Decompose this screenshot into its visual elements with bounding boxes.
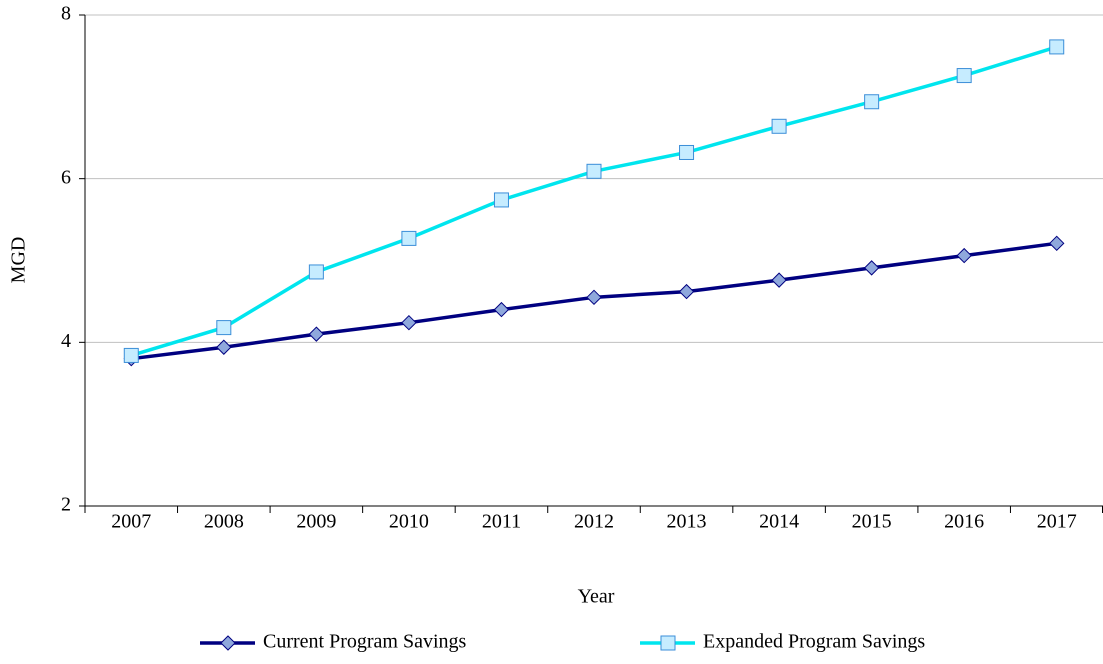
x-tick-label: 2013 bbox=[667, 511, 707, 533]
data-point bbox=[216, 339, 232, 355]
data-point bbox=[678, 283, 695, 300]
data-point bbox=[1049, 39, 1065, 55]
y-tick-label: 8 bbox=[61, 3, 71, 25]
data-point bbox=[586, 289, 602, 306]
y-tick-label: 4 bbox=[61, 330, 71, 352]
data-point bbox=[308, 264, 324, 280]
data-point bbox=[863, 260, 880, 276]
data-point bbox=[493, 301, 510, 318]
x-tick-label: 2008 bbox=[204, 511, 244, 533]
x-tick-label: 2012 bbox=[574, 511, 614, 533]
x-axis-label: Year bbox=[578, 586, 615, 608]
data-point bbox=[493, 192, 509, 208]
x-tick-label: 2009 bbox=[296, 511, 336, 533]
data-point bbox=[1049, 235, 1065, 252]
x-tick-label: 2011 bbox=[482, 511, 521, 533]
x-tick-label: 2010 bbox=[389, 511, 429, 533]
legend-label: Expanded Program Savings bbox=[703, 631, 925, 653]
data-point bbox=[401, 230, 417, 246]
data-point bbox=[586, 163, 602, 179]
data-point bbox=[679, 144, 695, 160]
x-tick-label: 2007 bbox=[111, 511, 151, 533]
series-line bbox=[130, 45, 1058, 358]
data-point bbox=[401, 314, 417, 331]
x-tick-label: 2016 bbox=[944, 511, 984, 533]
y-tick-label: 6 bbox=[61, 166, 71, 188]
legend-label: Current Program Savings bbox=[263, 631, 467, 653]
y-tick-label: 2 bbox=[61, 494, 71, 516]
data-point bbox=[956, 68, 972, 84]
x-tick-label: 2017 bbox=[1037, 511, 1077, 533]
legend-marker bbox=[660, 635, 676, 651]
y-axis-label: MGD bbox=[8, 237, 30, 284]
legend-marker bbox=[220, 635, 236, 651]
data-point bbox=[771, 118, 787, 134]
data-point bbox=[956, 247, 972, 264]
data-point bbox=[864, 94, 880, 110]
x-tick-label: 2014 bbox=[759, 511, 799, 533]
data-point bbox=[771, 272, 787, 288]
data-point bbox=[216, 320, 232, 336]
data-point bbox=[308, 326, 325, 342]
data-point bbox=[123, 347, 139, 363]
x-tick-label: 2015 bbox=[852, 511, 892, 533]
